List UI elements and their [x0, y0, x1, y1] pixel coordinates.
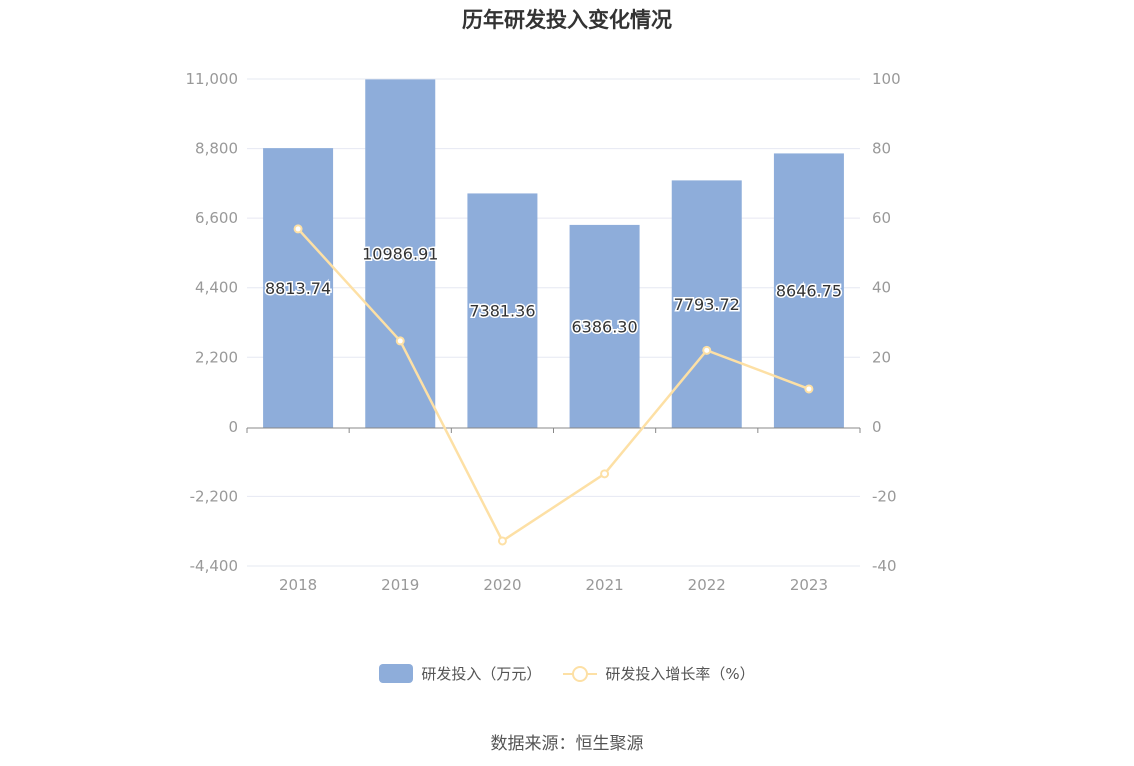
x-tick-label: 2021	[585, 576, 623, 594]
legend-label-bar: 研发投入（万元）	[421, 665, 542, 683]
y-left-tick-label: 2,200	[195, 348, 238, 366]
y-left-tick-label: -2,200	[190, 487, 238, 505]
y-right-tick-label: -20	[872, 487, 897, 505]
y-right-tick-label: 0	[872, 418, 882, 436]
y-left-tick-label: 4,400	[195, 279, 238, 297]
growth-point	[497, 536, 507, 546]
x-tick-label: 2023	[790, 576, 828, 594]
y-right-tick-label: 80	[872, 140, 891, 158]
chart-title: 历年研发投入变化情况	[462, 8, 672, 32]
bar-data-label: 7381.36	[469, 302, 535, 321]
bar	[365, 79, 436, 429]
growth-point	[804, 384, 814, 394]
y-left-tick-label: 0	[228, 418, 238, 436]
bar	[671, 180, 742, 428]
legend-label-line: 研发投入增长率（%）	[605, 665, 755, 683]
bar-data-label: 8646.75	[776, 282, 842, 301]
legend: 研发投入（万元） 研发投入增长率（%）	[0, 663, 1134, 684]
y-left-tick-label: 6,600	[195, 209, 238, 227]
data-source: 数据来源：恒生聚源	[490, 734, 644, 754]
growth-point	[293, 224, 303, 234]
y-right-tick-label: 100	[872, 70, 901, 88]
y-right-tick-label: 40	[872, 279, 891, 297]
legend-item-line[interactable]: 研发投入增长率（%）	[563, 663, 755, 684]
y-right-tick-label: 20	[872, 348, 891, 366]
bar	[467, 193, 538, 428]
growth-point	[702, 345, 712, 355]
legend-line-swatch	[563, 664, 598, 683]
x-tick-label: 2020	[483, 576, 521, 594]
bar	[263, 148, 334, 429]
y-left-tick-label: 8,800	[195, 140, 238, 158]
bar-data-label: 10986.91	[362, 245, 438, 264]
bar-data-label: 8813.74	[265, 279, 331, 298]
bar	[569, 224, 640, 428]
y-right-tick-label: 60	[872, 209, 891, 227]
x-tick-label: 2022	[688, 576, 726, 594]
y-left-tick-label: -4,400	[190, 557, 238, 575]
growth-point	[600, 469, 610, 479]
bar-data-label: 6386.30	[571, 317, 637, 336]
y-right-tick-label: -40	[872, 557, 897, 575]
growth-point	[395, 336, 405, 346]
growth-line	[297, 228, 810, 543]
x-tick-label: 2018	[279, 576, 317, 594]
legend-item-bar[interactable]: 研发投入（万元）	[379, 663, 541, 684]
bar-data-label: 7793.72	[674, 295, 740, 314]
x-tick-label: 2019	[381, 576, 419, 594]
legend-bar-swatch	[379, 664, 414, 683]
y-left-tick-label: 11,000	[186, 70, 239, 88]
bar	[773, 153, 844, 428]
